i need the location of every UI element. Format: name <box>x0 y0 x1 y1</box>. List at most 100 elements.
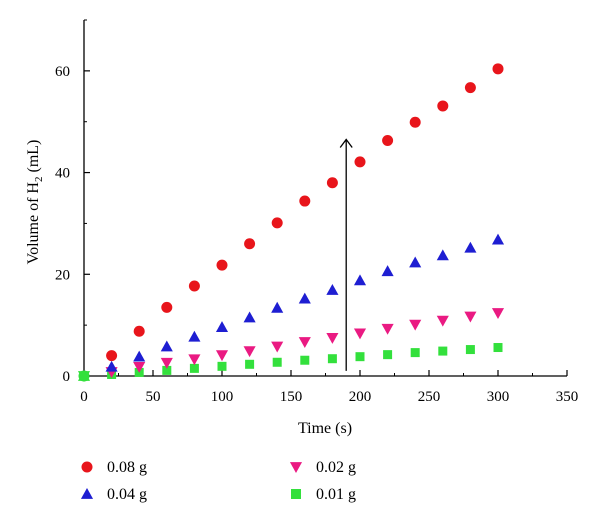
axes <box>83 20 567 377</box>
point-s0-7 <box>271 217 283 229</box>
point-s1-3 <box>160 340 173 352</box>
legend-item-2: 0.02 g <box>289 459 356 476</box>
point-s2-2 <box>133 362 146 373</box>
point-s0-13 <box>437 100 449 112</box>
point-s1-12 <box>409 256 422 268</box>
point-s3-3 <box>162 365 172 375</box>
point-s3-14 <box>465 345 475 355</box>
point-s1-11 <box>381 265 394 277</box>
point-s0-3 <box>161 301 173 313</box>
point-s1-1 <box>105 360 118 372</box>
point-s2-4 <box>188 354 201 366</box>
point-s0-1 <box>106 350 118 362</box>
x-tick-label-5: 250 <box>418 389 441 405</box>
point-s0-11 <box>382 135 394 147</box>
point-s2-3 <box>160 357 173 369</box>
point-s2-15 <box>491 308 505 319</box>
point-s1-6 <box>243 311 256 323</box>
point-s1-10 <box>353 274 367 286</box>
legend-label-1: 0.04 g <box>107 486 147 503</box>
point-s2-13 <box>436 315 449 327</box>
point-s0-6 <box>244 238 256 250</box>
y-tick-label-0: 0 <box>63 369 71 385</box>
y-tick-label-2: 40 <box>55 166 70 182</box>
x-tick-label-7: 350 <box>556 389 579 405</box>
legend-label-2: 0.02 g <box>316 459 356 476</box>
y-tick-label-3: 60 <box>55 64 70 80</box>
point-s2-7 <box>271 341 284 353</box>
point-s0-14 <box>464 82 476 94</box>
point-s3-5 <box>217 361 227 371</box>
x-tick-label-0: 0 <box>80 389 88 405</box>
point-s0-2 <box>133 325 145 337</box>
legend-symbol-2 <box>289 462 303 474</box>
y-axis-title-unit: (mL) <box>25 140 42 177</box>
point-s2-14 <box>464 311 477 323</box>
point-s2-5 <box>215 350 229 362</box>
legend-label-0: 0.08 g <box>107 459 147 476</box>
point-s3-8 <box>300 355 310 365</box>
legend-symbol-0 <box>81 461 93 473</box>
point-s3-9 <box>327 354 337 364</box>
point-s1-15 <box>491 233 505 245</box>
point-s1-2 <box>133 350 146 362</box>
point-s1-4 <box>188 330 201 342</box>
legend-item-1: 0.04 g <box>80 486 147 503</box>
annotation-layer <box>339 138 353 371</box>
x-tick-label-3: 150 <box>280 389 303 405</box>
point-s3-10 <box>355 352 365 362</box>
point-s0-8 <box>299 195 311 207</box>
point-s2-11 <box>381 323 394 335</box>
legend-marker-0 <box>81 461 93 473</box>
point-s1-14 <box>464 241 477 253</box>
legend: 0.08 g 0.04 g 0.02 g 0.01 g <box>80 459 356 503</box>
point-s1-5 <box>215 321 229 333</box>
point-s1-8 <box>298 292 311 304</box>
x-tick-label-1: 50 <box>146 389 161 405</box>
point-s3-7 <box>272 357 282 367</box>
point-s3-13 <box>438 346 448 356</box>
trend-arrow-head <box>339 138 353 148</box>
point-s0-15 <box>492 63 504 75</box>
legend-label-3: 0.01 g <box>316 486 356 503</box>
legend-marker-1 <box>80 487 94 499</box>
legend-marker-3 <box>291 489 301 499</box>
point-s3-11 <box>383 350 393 360</box>
point-s2-6 <box>243 346 256 358</box>
x-tick-label-2: 100 <box>211 389 234 405</box>
point-s3-12 <box>410 348 420 358</box>
point-s0-0 <box>78 370 90 382</box>
series-layer <box>77 63 505 383</box>
point-s2-10 <box>353 328 367 340</box>
y-tick-label-1: 20 <box>55 267 70 283</box>
point-s0-12 <box>409 116 421 128</box>
x-axis-title: Time (s) <box>298 420 352 437</box>
point-s2-8 <box>298 337 311 348</box>
tick-marks <box>83 19 568 377</box>
x-tick-label-4: 200 <box>349 389 372 405</box>
series-0 <box>78 63 504 382</box>
point-s0-4 <box>188 280 200 292</box>
legend-item-0: 0.08 g <box>81 459 147 476</box>
point-s1-13 <box>436 249 449 261</box>
y-axis-title-main: Volume of H <box>25 182 42 265</box>
point-s0-10 <box>354 156 366 168</box>
series-1 <box>77 233 505 381</box>
legend-marker-2 <box>289 462 303 474</box>
legend-symbol-3 <box>291 489 301 499</box>
y-axis-title-subscript: 2 <box>33 177 45 183</box>
legend-item-3: 0.01 g <box>291 486 356 503</box>
point-s3-6 <box>245 359 255 369</box>
legend-symbol-1 <box>80 487 94 499</box>
y-axis-title: Volume of H2 (mL) <box>25 140 45 265</box>
point-s1-9 <box>326 284 339 295</box>
point-s2-9 <box>326 333 339 344</box>
point-s2-12 <box>409 319 422 331</box>
tick-labels: 0 50 100 150 200 250 300 350 0 20 40 60 <box>55 64 578 405</box>
point-s0-5 <box>216 259 228 271</box>
point-s0-9 <box>326 177 338 189</box>
point-s3-4 <box>189 363 199 373</box>
point-s3-15 <box>493 343 503 353</box>
point-s1-7 <box>271 301 284 313</box>
